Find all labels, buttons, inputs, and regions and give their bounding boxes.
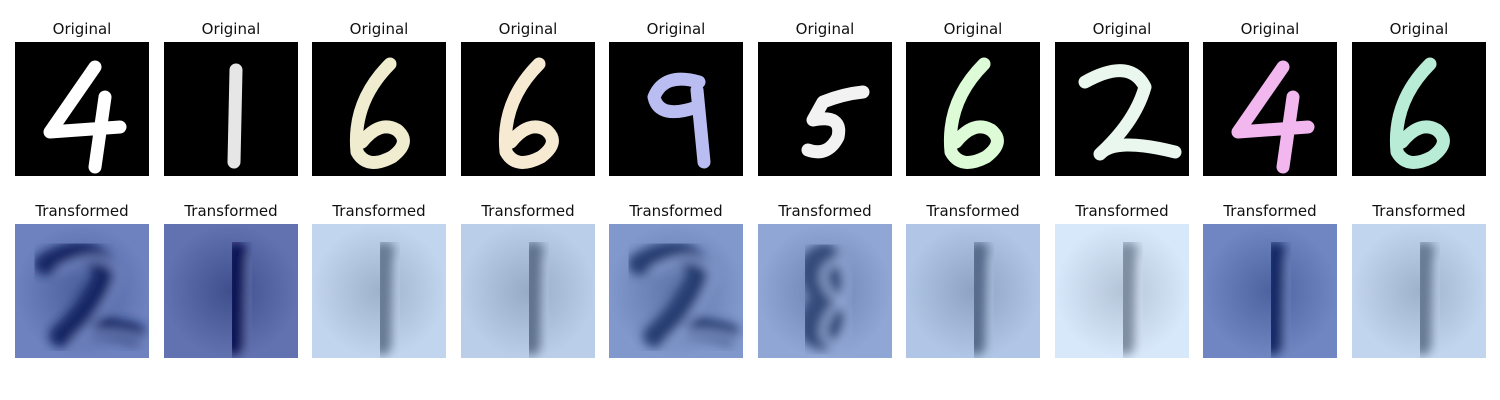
original-digit-image (609, 42, 743, 176)
transformed-cell: Transformed (758, 0, 892, 400)
transformed-caption: Transformed (926, 202, 1020, 220)
original-digit-image (1352, 42, 1486, 176)
transformed-digit-image (312, 224, 446, 358)
original-caption: Original (1389, 20, 1449, 38)
original-cell: Original (461, 0, 595, 400)
transformed-cell: Transformed (1352, 0, 1486, 400)
original-cell: Original (1055, 0, 1189, 400)
transformed-digit-image (164, 224, 298, 358)
transformed-digit-image (461, 224, 595, 358)
original-cell: Original (906, 0, 1040, 400)
transformed-digit-image (758, 224, 892, 358)
original-cell: Original (164, 0, 298, 400)
original-digit-image (15, 42, 149, 176)
original-caption: Original (1092, 20, 1152, 38)
original-caption: Original (646, 20, 706, 38)
transformed-cell: Transformed (1203, 0, 1337, 400)
original-cell: Original (312, 0, 446, 400)
transformed-digit-image (906, 224, 1040, 358)
original-caption: Original (1240, 20, 1300, 38)
original-cell: Original (15, 0, 149, 400)
transformed-caption: Transformed (481, 202, 575, 220)
original-caption: Original (349, 20, 409, 38)
original-caption: Original (498, 20, 558, 38)
original-caption: Original (52, 20, 112, 38)
original-cell: Original (1203, 0, 1337, 400)
transformed-digit-image (609, 224, 743, 358)
transformed-digit-image (1203, 224, 1337, 358)
transformed-caption: Transformed (629, 202, 723, 220)
transformed-cell: Transformed (312, 0, 446, 400)
transformed-caption: Transformed (778, 202, 872, 220)
transformed-cell: Transformed (461, 0, 595, 400)
original-digit-image (312, 42, 446, 176)
transformed-cell: Transformed (1055, 0, 1189, 400)
original-cell: Original (1352, 0, 1486, 400)
original-caption: Original (795, 20, 855, 38)
original-digit-image (164, 42, 298, 176)
original-digit-image (461, 42, 595, 176)
transformed-cell: Transformed (609, 0, 743, 400)
original-digit-image (1203, 42, 1337, 176)
transformed-caption: Transformed (1372, 202, 1466, 220)
transformed-cell: Transformed (164, 0, 298, 400)
transformed-caption: Transformed (35, 202, 129, 220)
original-cell: Original (758, 0, 892, 400)
transformed-caption: Transformed (1223, 202, 1317, 220)
original-digit-image (906, 42, 1040, 176)
transformed-caption: Transformed (184, 202, 278, 220)
transformed-caption: Transformed (332, 202, 426, 220)
transformed-caption: Transformed (1075, 202, 1169, 220)
original-digit-image (758, 42, 892, 176)
original-cell: Original (609, 0, 743, 400)
original-caption: Original (943, 20, 1003, 38)
transformed-cell: Transformed (906, 0, 1040, 400)
original-caption: Original (201, 20, 261, 38)
transformed-cell: Transformed (15, 0, 149, 400)
transformed-digit-image (1055, 224, 1189, 358)
transformed-digit-image (1352, 224, 1486, 358)
transformed-digit-image (15, 224, 149, 358)
original-digit-image (1055, 42, 1189, 176)
